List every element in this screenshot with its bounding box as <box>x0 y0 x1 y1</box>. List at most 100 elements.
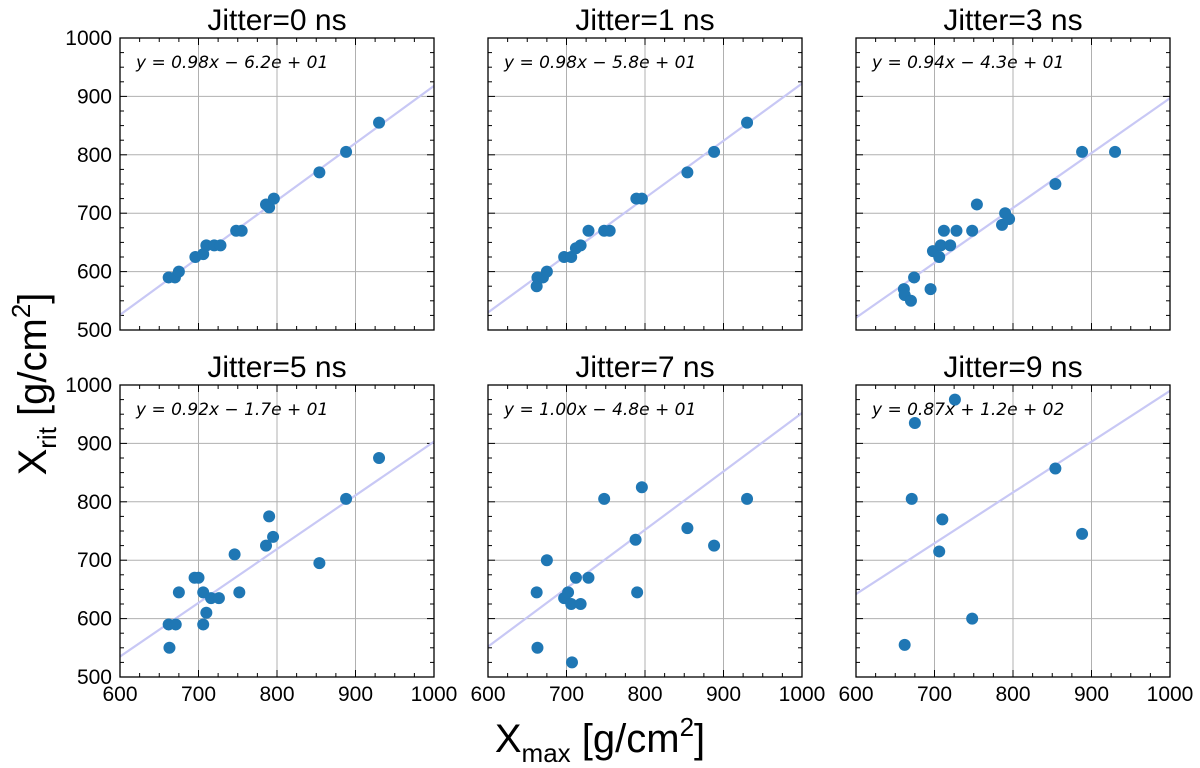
data-point <box>631 586 644 599</box>
data-point <box>260 539 273 552</box>
y-tick-label: 600 <box>77 608 112 631</box>
x-tick-label: 600 <box>102 683 137 706</box>
data-point <box>635 192 648 205</box>
data-point <box>172 586 185 599</box>
subplot-title: Jitter=5 ns <box>207 351 346 384</box>
subplot-6: y = 0.87x + 1.2e + 02 Jitter=9 ns 600 700 80… <box>838 351 1193 706</box>
data-point <box>933 545 946 558</box>
fit-line <box>856 389 1170 595</box>
plot-frame <box>119 384 435 678</box>
data-point <box>944 239 957 252</box>
data-point <box>531 641 544 654</box>
data-point <box>530 280 543 293</box>
data-point <box>708 539 721 552</box>
data-point <box>214 239 227 252</box>
data-point <box>898 638 911 651</box>
data-point <box>582 571 595 584</box>
data-point <box>373 452 386 464</box>
subplot-title: Jitter=1 ns <box>575 4 714 37</box>
data-point <box>228 548 241 561</box>
plot-frame <box>487 384 803 678</box>
data-point <box>635 481 648 494</box>
plot-frame <box>487 37 803 331</box>
plot-frame <box>855 37 1171 331</box>
y-tick-label: 1000 <box>65 27 112 50</box>
data-point <box>263 201 276 214</box>
data-point <box>574 239 587 252</box>
x-axis-label-sup: 2 <box>680 712 694 742</box>
data-point <box>741 116 754 129</box>
data-point <box>933 251 946 263</box>
fit-line <box>856 97 1170 319</box>
y-tick-label: 1000 <box>65 374 112 397</box>
fit-equation: y = 0.98x − 5.8e + 01 <box>503 53 696 73</box>
fit-equation: y = 0.98x − 6.2e + 01 <box>135 53 328 73</box>
data-point <box>172 265 185 278</box>
data-point <box>904 294 917 307</box>
subplot-title: Jitter=9 ns <box>943 351 1082 384</box>
x-tick-label: 1000 <box>411 683 458 706</box>
data-point <box>574 598 587 610</box>
x-axis-label-unit: [g/cm <box>571 717 680 761</box>
subplot-1: y = 0.98x − 6.2e + 01 Jitter=0 ns 500 600 70… <box>65 4 435 342</box>
subplot-title: Jitter=3 ns <box>943 4 1082 37</box>
data-point <box>936 513 949 526</box>
fit-equation: y = 0.92x − 1.7e + 01 <box>135 400 328 420</box>
x-tick-label: 700 <box>549 683 584 706</box>
data-point <box>1049 462 1062 475</box>
y-tick-label: 700 <box>77 549 112 572</box>
data-point <box>540 554 553 567</box>
data-point <box>1049 178 1062 190</box>
data-point <box>530 586 543 599</box>
subplot-2: y = 0.98x − 5.8e + 01 Jitter=1 ns <box>487 4 803 331</box>
data-point <box>340 145 353 158</box>
y-axis-label-close: ] <box>11 293 55 304</box>
data-point <box>313 166 326 179</box>
data-point <box>540 265 553 278</box>
y-axis-label-sub: rit <box>32 426 62 448</box>
data-point <box>681 166 694 179</box>
fit-equation: y = 0.94x − 4.3e + 01 <box>871 53 1064 73</box>
x-tick-label: 900 <box>338 683 373 706</box>
data-point <box>908 271 921 284</box>
x-axis-label: Xmax [g/cm2] <box>495 712 705 768</box>
x-tick-label: 600 <box>838 683 873 706</box>
data-point <box>565 598 578 610</box>
data-point <box>966 224 979 237</box>
x-tick-label: 600 <box>470 683 505 706</box>
data-point <box>948 393 961 406</box>
data-point <box>565 656 578 669</box>
plot-frame <box>119 37 435 331</box>
data-point <box>934 239 947 252</box>
fit-equation: y = 1.00x − 4.8e + 01 <box>503 400 696 420</box>
y-tick-label: 500 <box>77 319 112 342</box>
y-axis-label-unit: [g/cm <box>11 318 55 427</box>
data-point <box>235 224 248 237</box>
data-point <box>373 116 386 129</box>
x-axis-label-main: X <box>495 717 522 761</box>
data-point <box>937 224 950 237</box>
x-tick-label: 700 <box>181 683 216 706</box>
x-tick-label: 1000 <box>779 683 826 706</box>
y-tick-label: 600 <box>77 261 112 284</box>
data-point <box>629 533 642 546</box>
x-tick-label: 800 <box>259 683 294 706</box>
data-point <box>565 251 578 263</box>
data-point <box>197 618 210 631</box>
data-point <box>163 641 176 654</box>
data-point <box>569 571 582 584</box>
y-axis-label-main: X <box>11 449 55 476</box>
subplot-title: Jitter=0 ns <box>207 4 346 37</box>
data-point <box>1076 145 1089 158</box>
subplot-title: Jitter=7 ns <box>575 351 714 384</box>
data-point <box>708 145 721 158</box>
y-tick-label: 500 <box>77 666 112 689</box>
data-point <box>582 224 595 237</box>
data-point <box>966 612 979 625</box>
data-point <box>267 192 280 205</box>
x-axis-label-close: ] <box>694 717 705 761</box>
fit-line <box>488 412 802 648</box>
data-point <box>267 530 280 543</box>
